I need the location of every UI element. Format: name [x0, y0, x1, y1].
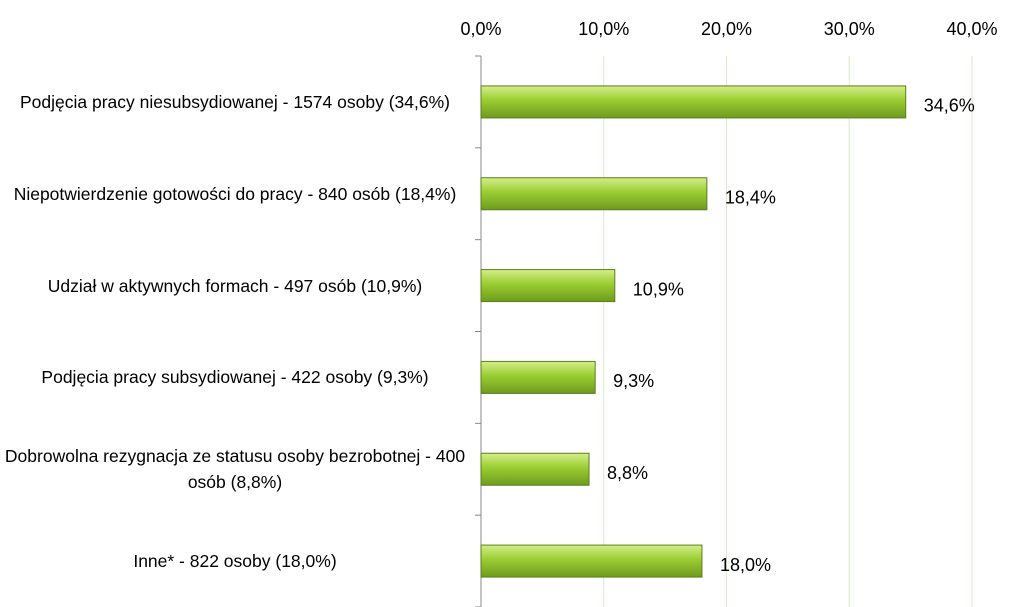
value-label: 18,4%: [725, 188, 776, 208]
value-label: 9,3%: [613, 371, 654, 391]
value-label: 8,8%: [607, 463, 648, 483]
bar: [480, 85, 907, 119]
x-tick-label: 40,0%: [946, 19, 997, 39]
x-tick-label: 10,0%: [578, 19, 629, 39]
x-tick-label: 0,0%: [460, 19, 501, 39]
y-tick-label: Dobrowolna rezygnacja ze statusu osoby b…: [4, 446, 466, 493]
value-label: 34,6%: [924, 96, 975, 116]
bar: [480, 544, 703, 578]
y-tick-label: Podjęcia pracy subsydiowanej - 422 osoby…: [41, 367, 429, 388]
y-tick-label: Niepotwierdzenie gotowości do pracy - 84…: [13, 183, 457, 204]
y-tick-label: Podjęcia pracy niesubsydiowanej - 1574 o…: [20, 91, 450, 112]
value-label: 10,9%: [633, 279, 684, 299]
bar: [480, 452, 590, 486]
x-tick-label: 20,0%: [701, 19, 752, 39]
y-tick-label: Udział w aktywnych formach - 497 osób (1…: [47, 275, 423, 296]
x-tick-label: 30,0%: [824, 19, 875, 39]
y-tick-label: Inne* - 822 osoby (18,0%): [133, 551, 337, 572]
bar: [480, 177, 708, 211]
bar: [480, 360, 596, 394]
value-label: 18,0%: [720, 555, 771, 575]
bar: [480, 269, 616, 303]
